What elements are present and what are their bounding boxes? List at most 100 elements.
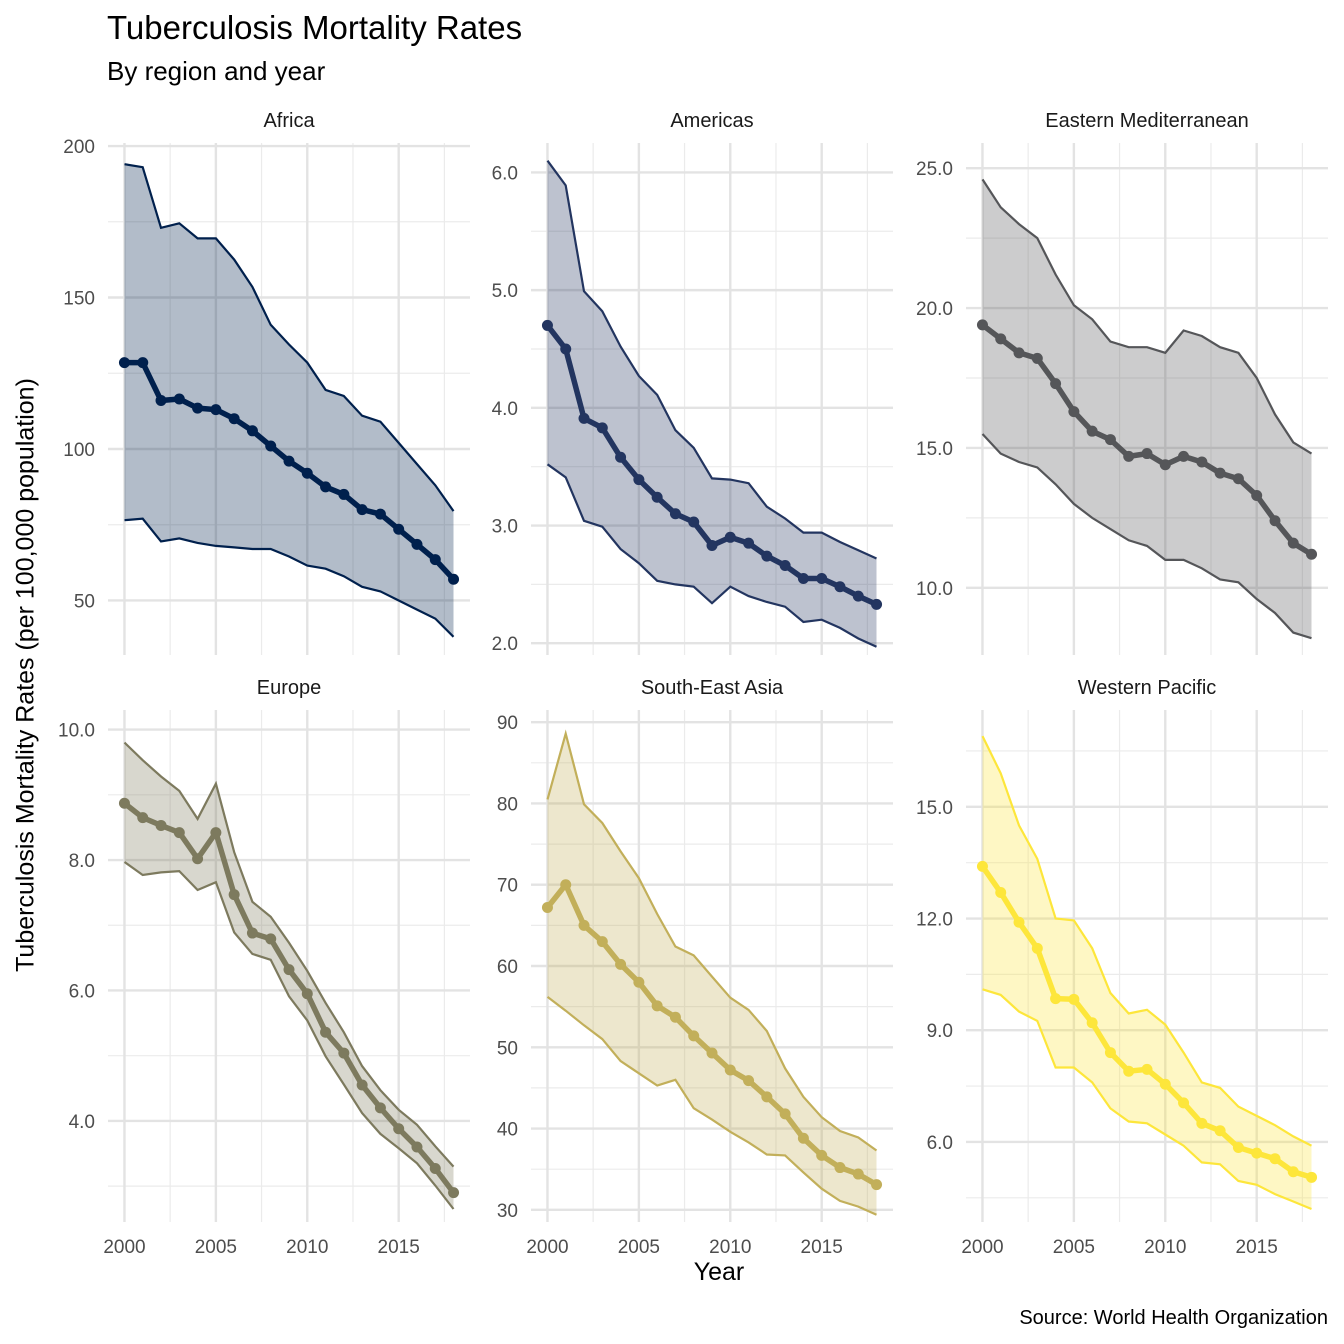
data-point[interactable] [1050,378,1062,390]
data-point[interactable] [797,572,809,584]
data-point[interactable] [374,1102,386,1114]
data-point[interactable] [1196,1117,1208,1129]
data-point[interactable] [429,1163,441,1175]
data-point[interactable] [393,523,405,535]
data-point[interactable] [688,1030,700,1042]
data-point[interactable] [541,901,553,913]
data-point[interactable] [118,797,130,809]
data-point[interactable] [615,958,627,970]
data-point[interactable] [1141,448,1153,460]
data-point[interactable] [246,927,258,939]
data-point[interactable] [779,1108,791,1120]
data-point[interactable] [1269,1153,1281,1165]
data-point[interactable] [651,491,663,503]
data-point[interactable] [301,467,313,479]
data-point[interactable] [1123,450,1135,462]
data-point[interactable] [1013,916,1025,928]
data-point[interactable] [1141,1063,1153,1075]
data-point[interactable] [137,812,149,824]
data-point[interactable] [1086,425,1098,437]
data-point[interactable] [706,1047,718,1059]
data-point[interactable] [578,412,590,424]
data-point[interactable] [192,853,204,865]
data-point[interactable] [448,1187,460,1199]
data-point[interactable] [155,395,167,407]
data-point[interactable] [615,451,627,463]
data-point[interactable] [706,540,718,552]
data-point[interactable] [173,827,185,839]
data-point[interactable] [338,488,350,500]
data-point[interactable] [816,1149,828,1161]
data-point[interactable] [1104,434,1116,446]
data-point[interactable] [995,333,1007,345]
data-point[interactable] [1013,347,1025,359]
data-point[interactable] [743,1075,755,1087]
data-point[interactable] [283,455,295,467]
data-point[interactable] [1031,942,1043,954]
data-point[interactable] [1251,490,1263,502]
data-point[interactable] [1306,1171,1318,1183]
data-point[interactable] [356,1079,368,1091]
data-point[interactable] [651,1000,663,1012]
data-point[interactable] [834,1162,846,1174]
data-point[interactable] [541,319,553,331]
data-point[interactable] [320,481,332,493]
data-point[interactable] [265,933,277,945]
data-point[interactable] [1159,459,1171,471]
data-point[interactable] [743,537,755,549]
data-point[interactable] [173,393,185,405]
data-point[interactable] [1068,406,1080,418]
data-point[interactable] [669,1011,681,1023]
data-point[interactable] [724,1064,736,1076]
data-point[interactable] [688,516,700,528]
data-point[interactable] [246,425,258,437]
data-point[interactable] [596,936,608,948]
data-point[interactable] [761,550,773,562]
data-point[interactable] [1050,993,1062,1005]
data-point[interactable] [1178,450,1190,462]
data-point[interactable] [995,886,1007,898]
data-point[interactable] [852,1168,864,1180]
data-point[interactable] [411,1141,423,1153]
data-point[interactable] [1068,993,1080,1005]
data-point[interactable] [137,357,149,369]
data-point[interactable] [834,581,846,593]
data-point[interactable] [1086,1017,1098,1029]
data-point[interactable] [374,508,386,520]
data-point[interactable] [779,560,791,572]
data-point[interactable] [1196,456,1208,468]
data-point[interactable] [228,413,240,425]
data-point[interactable] [1251,1147,1263,1159]
data-point[interactable] [118,357,130,369]
data-point[interactable] [265,440,277,452]
data-point[interactable] [1287,1166,1299,1178]
data-point[interactable] [816,572,828,584]
data-point[interactable] [192,402,204,414]
data-point[interactable] [1178,1097,1190,1109]
data-point[interactable] [155,819,167,831]
data-point[interactable] [852,590,864,602]
data-point[interactable] [1123,1065,1135,1077]
data-point[interactable] [210,404,222,416]
data-point[interactable] [596,422,608,434]
data-point[interactable] [429,554,441,566]
data-point[interactable] [669,508,681,520]
data-point[interactable] [871,598,883,610]
data-point[interactable] [797,1132,809,1144]
data-point[interactable] [761,1091,773,1103]
data-point[interactable] [1306,548,1318,560]
data-point[interactable] [1104,1047,1116,1059]
data-point[interactable] [976,319,988,331]
data-point[interactable] [1232,1142,1244,1154]
data-point[interactable] [1031,352,1043,364]
data-point[interactable] [356,504,368,516]
data-point[interactable] [1232,473,1244,485]
data-point[interactable] [1159,1078,1171,1090]
data-point[interactable] [871,1179,883,1191]
data-point[interactable] [560,879,572,891]
data-point[interactable] [724,531,736,543]
data-point[interactable] [633,474,645,486]
data-point[interactable] [411,538,423,550]
data-point[interactable] [633,976,645,988]
data-point[interactable] [393,1123,405,1135]
